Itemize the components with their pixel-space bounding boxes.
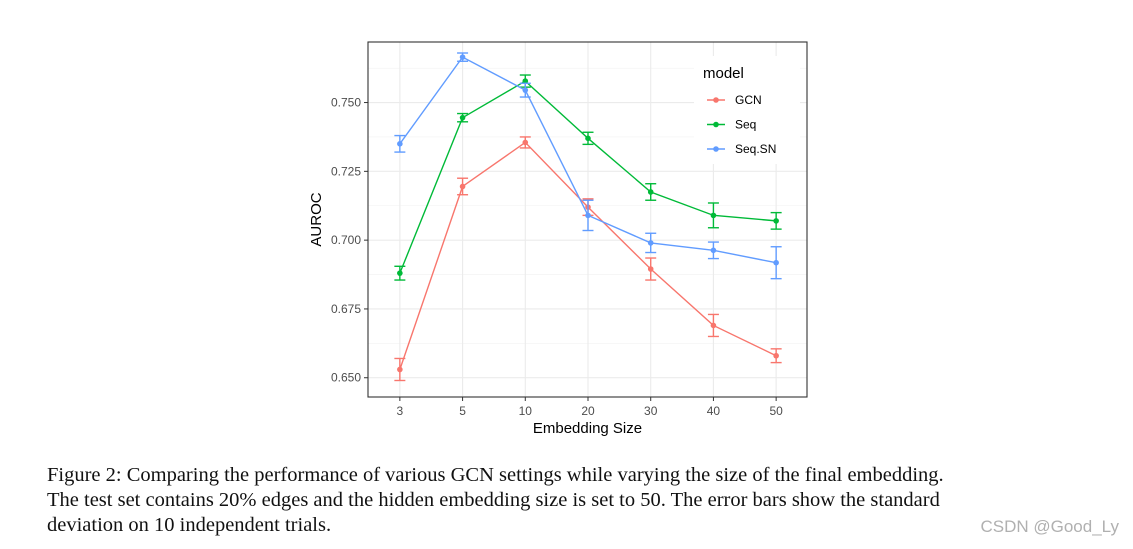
x-tick-label: 10 [519,404,533,418]
data-point-seq-sn [773,259,779,266]
legend: model GCN Seq Seq.SN [694,56,800,164]
caption-line: The test set contains 20% edges and the … [47,489,940,511]
x-tick-label: 40 [707,404,721,418]
data-point-gcn [710,322,717,329]
y-tick-label: 0.675 [331,302,361,316]
data-point-gcn [647,266,654,272]
x-tick-label: 3 [397,404,404,418]
legend-key-point-seq [713,121,719,128]
caption-line: deviation on 10 independent trials. [47,514,332,536]
legend-title: model [703,65,744,82]
legend-background [694,56,800,164]
data-point-seq [585,135,591,142]
x-tick-label: 50 [769,404,783,418]
legend-label-seq: Seq [735,118,756,132]
data-point-seq-sn [397,141,403,147]
legend-key-point-seq-sn [713,146,719,152]
y-tick-label: 0.750 [331,96,361,110]
data-point-gcn [522,139,529,146]
data-point-seq [710,212,717,219]
data-point-gcn [773,352,779,359]
x-tick-label: 5 [459,404,466,418]
x-tick-label: 30 [644,404,658,418]
series-group [394,52,782,382]
data-point-seq [522,78,529,84]
y-axis-title: AUROC [308,192,325,246]
data-point-seq [459,114,466,121]
legend-label-seq-sn: Seq.SN [735,142,776,156]
data-point-seq-sn [522,87,529,93]
data-point-seq-sn [710,247,717,254]
axes: 0.650 0.675 0.700 0.725 0.750 3 5 10 20 30 40 50 [331,96,783,418]
y-tick-label: 0.700 [331,233,361,247]
data-point-seq [773,218,779,224]
y-tick-label: 0.650 [331,371,361,385]
legend-key-point-gcn [713,97,719,103]
legend-label-gcn: GCN [735,93,762,107]
watermark: CSDN @Good_Ly [980,517,1119,536]
figure-caption: Figure 2: Comparing the performance of v… [47,463,1087,538]
caption-line: Figure 2: Comparing the performance of v… [47,464,944,486]
y-tick-label: 0.725 [331,164,361,178]
data-point-gcn [459,183,466,190]
data-point-seq-sn [459,54,466,60]
data-point-seq-sn [647,240,654,246]
x-axis-title: Embedding Size [533,420,642,437]
data-point-seq [397,270,403,276]
data-point-gcn [397,366,403,373]
x-tick-label: 20 [581,404,595,418]
data-point-seq [647,189,654,195]
data-point-seq-sn [585,212,591,219]
